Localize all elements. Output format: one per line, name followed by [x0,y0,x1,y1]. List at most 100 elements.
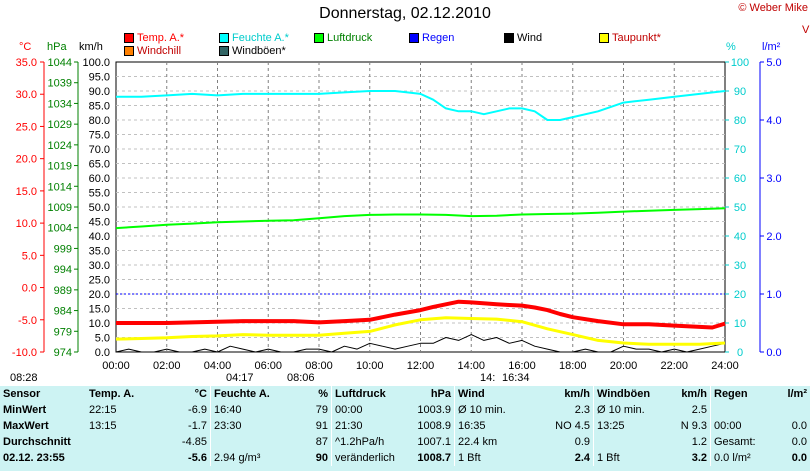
pressure-tick-label: 1029 [48,119,72,131]
stats-header-rain: Regen [710,386,781,402]
stats-cell: N 9.3 [680,420,707,432]
temp-unit-label: °C [19,41,32,53]
stats-header-gust-unit: km/h [681,388,707,400]
rain-tick-label: 0.0 [766,347,781,359]
x-tick-label: 16:00 [508,360,536,372]
stats-header-humidity: Feuchte A. [210,386,297,402]
wind-series-line [115,334,726,353]
legend-swatch-wind [504,33,514,43]
x-tick-label: 06:00 [254,360,282,372]
legend-item-windchill: Windchill [124,45,181,57]
marker-morning-time: 08:06 [287,372,315,384]
stats-cell: Ø 10 min. [454,402,531,418]
x-tick-label: 20:00 [610,360,638,372]
humidity-tick-label: 70 [734,144,746,156]
stats-cell: -4.85 [181,436,207,448]
legend-label-temp: Temp. A.* [137,32,185,44]
page-title: Donnerstag, 02.12.2010 [319,5,491,22]
stats-row-avg: Durchschnitt -4.85 87 ^1.2hPa/h 1007.1 2… [0,434,810,450]
stats-row-max: MaxWert 13:15 -1.7 23:30 91 21:30 1008.9… [0,418,810,434]
wind-tick-label: 60.0 [89,173,110,185]
stats-cell: -6.9 [188,404,207,416]
x-tick-label: 02:00 [153,360,181,372]
pressure-tick-label: 989 [54,285,72,297]
temp-tick-label: 15.0 [16,186,37,198]
stats-row-current: 02.12. 23:55 -5.6 2.94 g/m³ 90 veränderl… [0,450,810,466]
stats-cell: 0.9 [574,436,590,448]
stats-row-min: MinWert 22:15 -6.9 16:40 79 00:00 1003.9… [0,402,810,418]
humidity-tick-label: 30 [734,260,746,272]
legend-swatch-temp [124,33,134,43]
wind-tick-label: 55.0 [89,188,110,200]
wind-tick-label: 0.0 [95,347,110,359]
legend-item-dewpoint: Taupunkt* [599,32,661,44]
wind-tick-label: 70.0 [89,144,110,156]
stats-label: Durchschnitt [3,436,71,448]
legend-item-wind: Wind [504,32,542,44]
legend-item-temp: Temp. A.* [124,32,184,44]
marker-noon-time: 14: [480,372,496,384]
pressure-tick-label: 1014 [48,181,72,193]
legend-swatch-windchill [124,46,134,56]
stats-cell [86,450,152,466]
legend-label-wind: Wind [517,32,543,44]
legend-swatch-pressure [314,33,324,43]
stats-cell [710,402,781,418]
temp-tick-label: -10.0 [12,347,37,359]
legend-item-gusts: Windböen* [219,45,286,57]
wind-tick-label: 90.0 [89,86,110,98]
stats-cell: 00:00 [331,402,410,418]
wind-tick-label: 30.0 [89,260,110,272]
wind-tick-label: 50.0 [89,202,110,214]
pressure-tick-label: 1009 [48,202,72,214]
humidity-tick-label: 10 [734,318,746,330]
pressure-tick-label: 1039 [48,78,72,90]
wind-tick-label: 100.0 [82,57,110,69]
stats-cell: 16:40 [210,402,297,418]
wind-tick-label: 15.0 [89,304,110,316]
wind-tick-label: 85.0 [89,101,110,113]
humidity-unit-label: % [726,41,736,53]
rain-unit-label: l/m² [762,41,781,53]
temp-tick-label: 20.0 [16,154,37,166]
humidity-series-line [116,90,726,121]
stats-cell: 2.5 [691,404,707,416]
stats-cell: 22.4 km [454,434,531,450]
pressure-series-line [115,207,726,230]
stats-header-pressure: Luftdruck [331,386,410,402]
temp-tick-label: 30.0 [16,89,37,101]
x-tick-label: 10:00 [356,360,384,372]
pressure-tick-label: 974 [54,347,72,359]
stats-cell: Gesamt: [710,434,781,450]
humidity-tick-label: 80 [734,115,746,127]
humidity-tick-label: 40 [734,231,746,243]
stats-label: MinWert [3,404,47,416]
stats-cell: 1 Bft [593,450,660,466]
pressure-tick-label: 994 [54,264,72,276]
temp-tick-label: 5.0 [22,250,37,262]
stats-header-humidity-unit: % [318,388,328,400]
pressure-tick-label: 1004 [48,223,72,235]
stats-cell: 3.2 [691,452,707,464]
stats-cell [210,434,297,450]
wind-tick-label: 95.0 [89,72,110,84]
x-tick-label: 12:00 [407,360,435,372]
wind-tick-label: 20.0 [89,289,110,301]
legend-swatch-gusts [219,46,229,56]
legend-swatch-dewpoint [599,33,609,43]
wind-tick-label: 10.0 [89,318,110,330]
stats-cell: 2.94 g/m³ [210,450,297,466]
stats-cell: -5.6 [188,452,207,464]
legend-label-dewpoint: Taupunkt* [612,32,661,44]
wind-unit-label: km/h [79,41,103,53]
stats-cell: 87 [315,436,328,448]
humidity-tick-label: 50 [734,202,746,214]
stats-cell: 90 [315,452,328,464]
stats-header-row: Sensor Temp. A. °C Feuchte A. % Luftdruc… [0,386,810,402]
stats-cell: -1.7 [188,420,207,432]
marker-moonrise-time: 04:17 [226,372,254,384]
stats-cell: Ø 10 min. [593,402,660,418]
stats-cell: 1008.9 [417,420,451,432]
x-tick-label: 08:00 [305,360,333,372]
marker-sunrise-time: 08:28 [10,372,38,384]
